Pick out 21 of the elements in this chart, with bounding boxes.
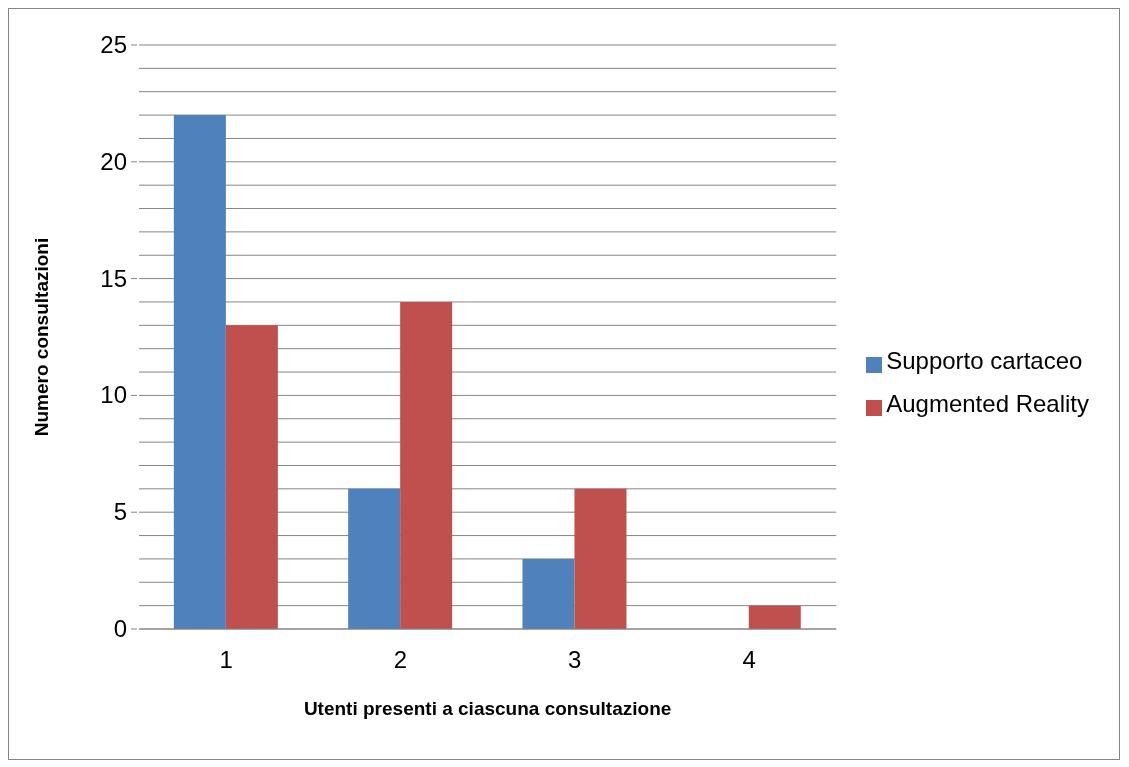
- y-tick-label: 25: [100, 31, 127, 58]
- y-tick-label: 15: [100, 264, 127, 292]
- legend-label: Supporto cartaceo: [886, 347, 1083, 374]
- x-tick-label: 2: [393, 646, 408, 674]
- legend-label: Augmented Reality: [886, 390, 1089, 417]
- bar: [574, 488, 627, 629]
- y-tick-label: 10: [100, 381, 127, 409]
- x-tick-label: 3: [568, 646, 582, 674]
- x-tick-label: 4: [742, 646, 756, 674]
- bar: [522, 558, 575, 629]
- y-tick-label: 5: [113, 498, 127, 526]
- x-axis-title: Utenti presenti a ciascuna consultazione: [303, 698, 672, 719]
- y-axis-title: Numero consultazioni: [30, 237, 52, 437]
- y-tick-label: 0: [113, 615, 127, 642]
- y-tick-label: 20: [100, 147, 127, 175]
- bar: [173, 115, 226, 629]
- bar: [748, 605, 801, 629]
- bar: [348, 488, 401, 629]
- bar: [225, 325, 278, 629]
- bar: [400, 301, 453, 629]
- x-tick-label: 1: [219, 646, 233, 674]
